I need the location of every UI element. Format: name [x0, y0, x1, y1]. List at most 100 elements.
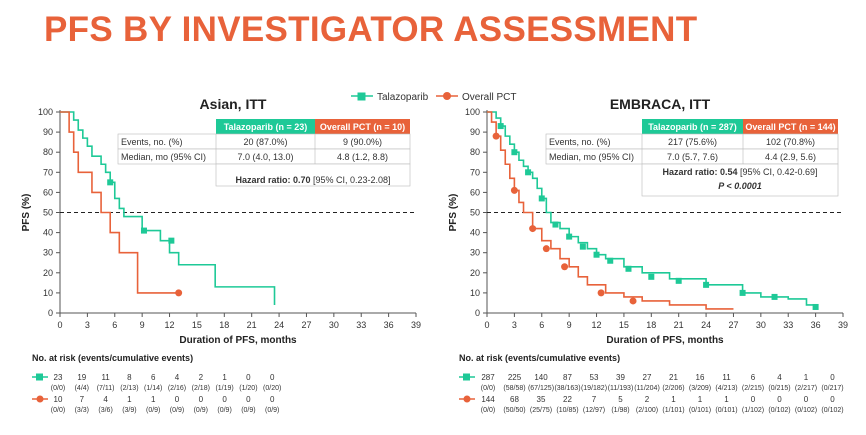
at-risk-talazoparib-count: 19 [77, 373, 86, 382]
y-tick-label: 10 [470, 288, 480, 298]
talazoparib-censor-marker [625, 265, 632, 272]
x-tick-label: 30 [756, 320, 766, 330]
x-tick-label: 39 [411, 320, 421, 330]
at-risk-pct-count: 0 [751, 395, 756, 404]
at-risk-talazoparib-events: (2/13) [120, 385, 138, 392]
at-risk-talazoparib-events: (4/4) [75, 385, 89, 392]
table-header-pct: Overall PCT (n = 10) [320, 122, 405, 132]
hazard-ratio-text: Hazard ratio: 0.70 [95% CI, 0.23-2.08] [235, 175, 390, 185]
at-risk-talazoparib-count: 11 [722, 373, 731, 382]
table-talazoparib-value: 7.0 (5.7, 7.6) [667, 152, 718, 162]
at-risk-talazoparib-count: 6 [751, 373, 756, 382]
hazard-ratio-text: Hazard ratio: 0.54 [95% CI, 0.42-0.69] [662, 167, 817, 177]
x-tick-label: 24 [274, 320, 284, 330]
at-risk-pct-count: 0 [777, 395, 782, 404]
pct-km-curve [60, 111, 179, 294]
at-risk-pct-count: 1 [698, 395, 703, 404]
talazoparib-censor-marker [525, 169, 532, 176]
talazoparib-km-curve [60, 111, 276, 305]
at-risk-pct-count: 4 [103, 395, 108, 404]
table-talazoparib-value: 217 (75.6%) [668, 137, 717, 147]
at-risk-talazoparib-square-icon [36, 373, 43, 381]
table-header-pct-cell [315, 119, 410, 134]
talazoparib-censor-marker [812, 303, 819, 310]
at-risk-pct-count: 0 [804, 395, 809, 404]
at-risk-talazoparib-count: 23 [54, 373, 63, 382]
at-risk-pct-events: (3/9) [122, 407, 136, 414]
at-risk-talazoparib-events: (2/16) [168, 385, 186, 392]
hazard-ratio-label: Hazard ratio: [235, 175, 293, 185]
at-risk-talazoparib-events: (0/0) [51, 385, 65, 392]
at-risk-talazoparib-events: (11/204) [634, 385, 660, 392]
y-tick-label: 50 [470, 208, 480, 218]
at-risk-talazoparib-events: (0/20) [263, 385, 281, 392]
at-risk-pct-count: 2 [645, 395, 650, 404]
at-risk-pct-events: (0/101) [689, 407, 711, 414]
hazard-ratio-label: Hazard ratio: [662, 167, 720, 177]
at-risk-talazoparib-events: (7/11) [97, 385, 115, 392]
at-risk-talazoparib-square-icon [463, 373, 470, 381]
at-risk-pct-events: (0/9) [170, 407, 184, 414]
pct-km-curve [487, 111, 734, 310]
talazoparib-censor-marker [607, 257, 614, 264]
at-risk-pct-events: (0/9) [217, 407, 231, 414]
x-tick-label: 9 [140, 320, 145, 330]
at-risk-pct-count: 22 [563, 395, 572, 404]
at-risk-talazoparib-events: (0/0) [481, 385, 495, 392]
at-risk-talazoparib-events: (2/206) [662, 385, 684, 392]
at-risk-pct-events: (2/100) [636, 407, 658, 414]
legend-talazoparib-square-icon [357, 92, 366, 101]
hazard-ratio-value: 0.54 [720, 167, 738, 177]
at-risk-pct-count: 0 [830, 395, 835, 404]
at-risk-pct-events: (0/102) [795, 407, 817, 414]
at-risk-pct-events: (0/101) [715, 407, 737, 414]
at-risk-talazoparib-events: (67/125) [528, 385, 554, 392]
x-tick-label: 30 [329, 320, 339, 330]
at-risk-talazoparib-events: (3/209) [689, 385, 711, 392]
at-risk-pct-circle-icon [36, 395, 44, 403]
at-risk-talazoparib-count: 53 [590, 373, 599, 382]
at-risk-pct-count: 7 [80, 395, 85, 404]
at-risk-talazoparib-count: 1 [222, 373, 227, 382]
x-tick-label: 9 [567, 320, 572, 330]
at-risk-talazoparib-events: (4/213) [715, 385, 737, 392]
at-risk-talazoparib-count: 2 [199, 373, 204, 382]
pct-censor-marker [529, 225, 537, 233]
x-tick-label: 27 [301, 320, 311, 330]
y-tick-label: 80 [43, 147, 53, 157]
at-risk-pct-events: (25/75) [530, 407, 552, 414]
at-risk-title: No. at risk (events/cumulative events) [32, 353, 193, 363]
at-risk-pct-events: (0/0) [481, 407, 495, 414]
y-tick-label: 60 [470, 187, 480, 197]
y-tick-label: 10 [43, 288, 53, 298]
y-tick-label: 70 [470, 167, 480, 177]
at-risk-talazoparib-count: 0 [830, 373, 835, 382]
at-risk-talazoparib-count: 87 [563, 373, 572, 382]
at-risk-talazoparib-count: 225 [508, 373, 522, 382]
y-tick-label: 60 [43, 187, 53, 197]
x-tick-label: 21 [674, 320, 684, 330]
at-risk-pct-count: 0 [199, 395, 204, 404]
table-talazoparib-value: 7.0 (4.0, 13.0) [237, 152, 293, 162]
talazoparib-censor-marker [579, 243, 586, 250]
talazoparib-censor-marker [107, 179, 114, 186]
pct-censor-marker [175, 289, 183, 297]
x-tick-label: 15 [619, 320, 629, 330]
table-header-talazoparib: Talazoparib (n = 287) [648, 122, 737, 132]
pct-censor-marker [597, 289, 605, 297]
talazoparib-censor-marker [168, 237, 175, 244]
pct-censor-marker [561, 263, 569, 271]
at-risk-pct-events: (0/0) [51, 407, 65, 414]
y-tick-label: 90 [470, 127, 480, 137]
y-tick-label: 30 [43, 248, 53, 258]
pct-censor-marker [629, 297, 637, 305]
at-risk-talazoparib-events: (2/18) [192, 385, 210, 392]
x-tick-label: 6 [539, 320, 544, 330]
table-row-label: Median, mo (95% CI) [121, 152, 206, 162]
table-pct-value: 4.4 (2.9, 5.6) [765, 152, 816, 162]
y-axis-label: PFS (%) [21, 194, 32, 232]
table-header-talazoparib-cell [216, 119, 315, 134]
x-tick-label: 12 [165, 320, 175, 330]
at-risk-talazoparib-events: (1/20) [239, 385, 257, 392]
